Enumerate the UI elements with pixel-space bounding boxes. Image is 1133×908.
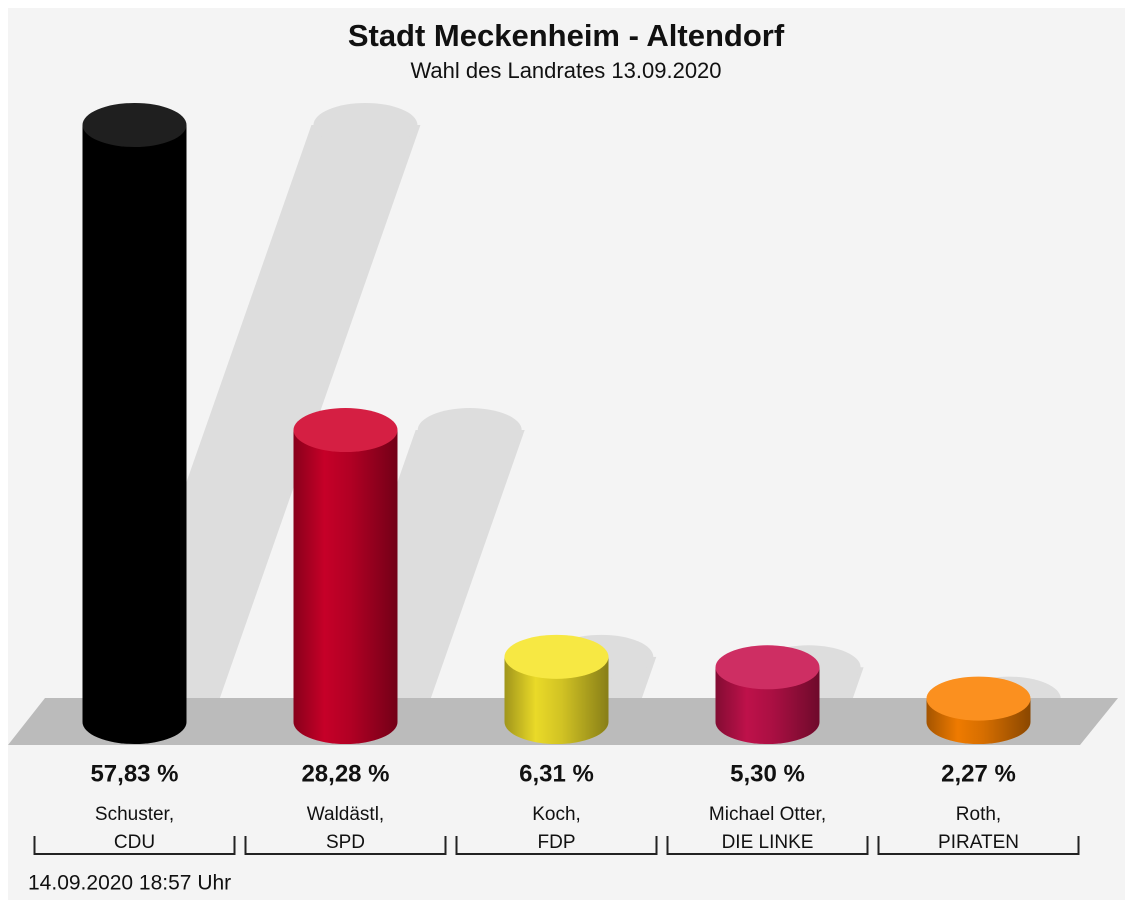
chart-title: Stadt Meckenheim - Altendorf	[348, 18, 785, 53]
category-bracket	[455, 836, 658, 855]
background	[8, 8, 1125, 900]
cylinder-top-highlight	[82, 103, 187, 147]
bar-shading	[82, 125, 187, 745]
x-tick-label: CDU	[114, 832, 155, 853]
cylinder-top-highlight	[926, 676, 1031, 721]
cylinder-top	[504, 634, 609, 679]
value-label: 28,28 %	[301, 760, 389, 787]
cylinder-top-highlight	[715, 645, 820, 690]
shadow-top	[417, 408, 522, 453]
bar-shading	[715, 667, 820, 745]
x-tick-label: DIE LINKE	[722, 832, 814, 853]
x-tick-label: SPD	[326, 832, 365, 853]
x-tick-label: Waldästl,	[307, 804, 384, 825]
cylinder-top	[82, 103, 187, 147]
category-bracket	[666, 836, 869, 855]
footnote: 14.09.2020 18:57 Uhr	[28, 872, 231, 895]
x-tick-label: FDP	[538, 832, 576, 853]
x-tick-label: Michael Otter,	[709, 804, 826, 825]
x-tick-label: Koch,	[532, 804, 581, 825]
cylinder-top-highlight	[504, 634, 609, 679]
value-label: 2,27 %	[941, 760, 1016, 787]
cylinder-top-highlight	[293, 408, 398, 453]
cylinder-top	[926, 676, 1031, 721]
value-label: 5,30 %	[730, 760, 805, 787]
bar-shading	[293, 430, 398, 745]
shadow-top	[313, 103, 418, 147]
category-bracket	[877, 836, 1080, 855]
bar-shading	[504, 656, 609, 745]
category-bracket	[244, 836, 447, 855]
cylinder-top	[715, 645, 820, 690]
value-label: 57,83 %	[90, 760, 178, 787]
cylinder-top	[293, 408, 398, 453]
category-bracket	[33, 836, 236, 855]
x-tick-label: PIRATEN	[938, 832, 1019, 853]
x-tick-label: Roth,	[956, 804, 1001, 825]
x-tick-label: Schuster,	[95, 804, 174, 825]
chart-subtitle: Wahl des Landrates 13.09.2020	[410, 58, 721, 83]
value-label: 6,31 %	[519, 760, 594, 787]
